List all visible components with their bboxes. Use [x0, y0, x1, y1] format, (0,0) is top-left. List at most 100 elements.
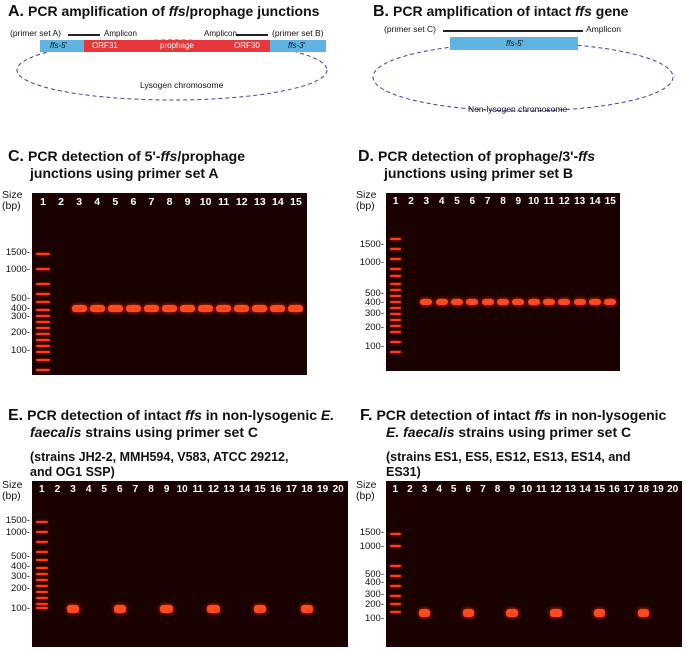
- gel-f-size-marker: 500-: [364, 569, 384, 580]
- gel-d-lane-14: 14: [589, 196, 601, 207]
- gel-c-size-marker: 100-: [10, 345, 30, 356]
- gel-f-lane-12: 12: [550, 484, 562, 495]
- gel-e-band-lane-9: [160, 605, 173, 613]
- gel-c-lane-2: 2: [58, 196, 65, 208]
- gel-d-ladder-band: [390, 325, 402, 327]
- orf31-label: ORF31: [92, 41, 118, 50]
- gel-c-ladder-band: [36, 321, 51, 323]
- gel-d-ladder-band: [390, 313, 402, 315]
- gel-d-lane-6: 6: [469, 196, 476, 207]
- gel-f-lane-5: 5: [450, 484, 457, 495]
- gel-d-band-lane-8: [496, 299, 510, 305]
- gel-c-lane-1: 1: [40, 196, 46, 208]
- gel-f-size-marker: 200-: [364, 599, 384, 610]
- gel-d-band-lane-6: [466, 299, 479, 305]
- gel-d-lane-10: 10: [528, 196, 540, 207]
- gel-f-band-lane-9: [506, 609, 518, 617]
- gel-c-band-lane-12: [234, 305, 250, 312]
- gel-e-lane-13: 13: [223, 484, 235, 495]
- gel-d-lane-5: 5: [454, 196, 460, 207]
- gel-e-lane-18: 18: [301, 484, 313, 495]
- gel-c-ladder-band: [36, 293, 51, 295]
- gel-d-band-lane-15: [604, 299, 617, 305]
- gel-f-lane-20: 20: [667, 484, 679, 495]
- gel-e-size-marker: 400-: [10, 561, 30, 572]
- orf30-label: ORF30: [234, 41, 260, 50]
- panel-e-title: E. PCR detection of intact ffs in non-lys…: [8, 407, 335, 424]
- amplicon-b-label: Amplicon: [204, 29, 237, 38]
- gel-e-lane-7: 7: [132, 484, 139, 495]
- gel-e-lane-20: 20: [332, 484, 344, 495]
- panel-f-strains-line1: (strains ES1, ES5, ES12, ES13, ES14, and: [386, 450, 631, 464]
- gel-c-lane-7: 7: [148, 196, 155, 208]
- gel-c-band-lane-14: [270, 305, 286, 312]
- panel-b-diagram: [372, 30, 674, 112]
- gel-e-ladder-band: [36, 585, 48, 587]
- panel-a-diagram: [16, 34, 328, 101]
- gel-f-band-lane-15: [593, 609, 606, 617]
- gel-c-lane-12: 12: [235, 196, 248, 208]
- gel-c-lane-3: 3: [76, 196, 83, 208]
- gel-c-band-lane-8: [161, 305, 178, 312]
- gel-c-lane-13: 13: [253, 196, 266, 208]
- gel-e-size-marker: 1000-: [5, 527, 30, 538]
- panel-d-size-label: Size (bp): [356, 189, 377, 212]
- gel-c-size-marker: 500-: [10, 293, 30, 304]
- gel-f-lane-1: 1: [392, 484, 399, 495]
- lysogen-chromosome-label: Lysogen chromosome: [140, 80, 224, 90]
- gel-c-ladder-band: [36, 339, 51, 341]
- gel-d-ladder-band: [390, 351, 402, 353]
- gel-e-ladder-band: [36, 559, 48, 561]
- gel-e-lane-8: 8: [148, 484, 154, 495]
- gel-c-lane-14: 14: [272, 196, 284, 208]
- gel-d-size-marker: 1000-: [359, 257, 384, 268]
- gel-f-ladder-band: [390, 575, 401, 577]
- panel-b-title: B. PCR amplification of intact ffs gene: [373, 3, 629, 20]
- gel-d-ladder-band: [390, 295, 402, 297]
- gel-f-lane-7: 7: [480, 484, 486, 495]
- gel-e-lane-1: 1: [39, 484, 45, 495]
- panel-a-letter: A.: [8, 3, 24, 20]
- gel-e-lane-5: 5: [101, 484, 107, 495]
- gel-f-lane-4: 4: [436, 484, 442, 495]
- gel-d-lane-11: 11: [543, 196, 555, 207]
- gel-f: 1 2 3 4 5 6 7 8 9 10 11 12 13 14 15 16 17 18 19 20: [386, 481, 682, 647]
- gel-d-ladder-band: [390, 283, 402, 285]
- gel-c-lane-9: 9: [184, 196, 191, 208]
- gel-e-ladder-band: [36, 541, 48, 543]
- gel-d-ladder-band: [390, 258, 402, 260]
- gel-c-ladder-band: [36, 301, 51, 303]
- gel-d-ladder-band: [390, 341, 402, 343]
- gel-d-lane-13: 13: [574, 196, 586, 207]
- gel-f-lane-18: 18: [637, 484, 650, 495]
- panel-f-title-line2: E. faecalis strains using primer set C: [386, 424, 632, 440]
- panel-f-title: F. PCR detection of intact ffs in non-lys…: [360, 407, 667, 424]
- ffs5-label: ffs-5': [50, 41, 68, 50]
- primer-set-b-label: (primer set B): [272, 28, 324, 38]
- gel-d-band-lane-13: [573, 299, 586, 305]
- gel-c-ladder-band: [36, 268, 51, 270]
- gel-d-lane-8: 8: [500, 196, 506, 207]
- gel-e-lane-9: 9: [163, 484, 170, 495]
- panel-a-title: A. PCR amplification of ffs/prophage junc…: [8, 3, 320, 20]
- gel-d-band-lane-14: [588, 299, 602, 305]
- gel-c-size-marker: 200-: [10, 327, 30, 338]
- panel-f-size-label: Size (bp): [356, 479, 377, 502]
- gel-c-ladder-band: [36, 327, 51, 329]
- gel-f-lane-15: 15: [594, 484, 606, 495]
- ffs5-gene-segment: [450, 37, 578, 50]
- gel-e-ladder-band: [36, 567, 48, 569]
- gel-f-size-marker: 100-: [364, 613, 384, 624]
- gel-c-size-marker: 400-: [10, 303, 30, 314]
- gel-e-band-lane-6: [113, 605, 127, 613]
- primer-set-c-label: (primer set C): [384, 24, 436, 34]
- gel-d-lane-12: 12: [558, 196, 570, 207]
- gel-e-lane-16: 16: [270, 484, 282, 495]
- gel-f-lane-2: 2: [407, 484, 413, 495]
- gel-e-ladder-band: [36, 597, 48, 599]
- gel-d-band-lane-11: [542, 299, 556, 305]
- gel-e-size-marker: 300-: [10, 571, 30, 582]
- gel-e-band-lane-15: [253, 605, 267, 613]
- panel-d-title: D. PCR detection of prophage/3'-ffs: [358, 148, 595, 165]
- gel-d-ladder-band: [390, 319, 402, 321]
